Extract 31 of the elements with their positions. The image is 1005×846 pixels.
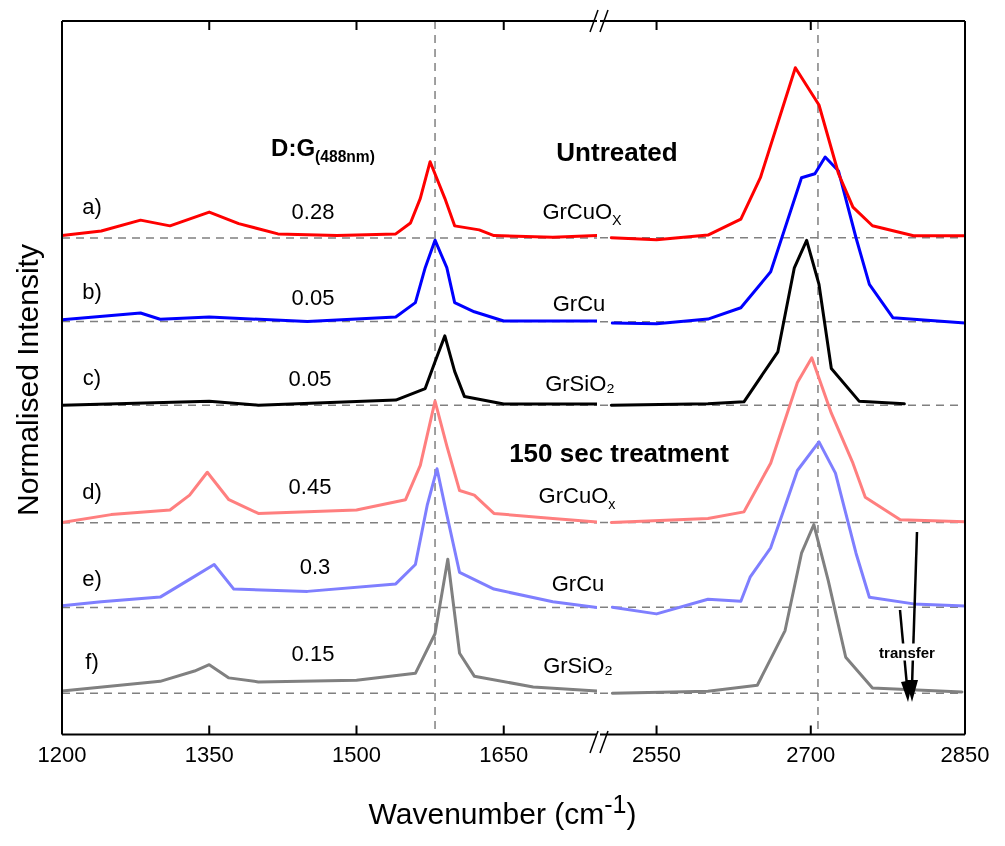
x-axis-title: Wavenumber (cm$^{-1}$) bbox=[367, 790, 638, 831]
annotation: GrCuO$_{X}$ bbox=[542, 199, 622, 228]
y-axis-title: Normalised Intensity bbox=[11, 244, 45, 516]
x-tick-label: 2850 bbox=[940, 741, 990, 767]
x-tick-label: 1200 bbox=[37, 741, 87, 767]
x-tick-label: 1500 bbox=[332, 741, 381, 767]
annotation: e) bbox=[82, 566, 102, 591]
annotation: D:G$_{(488nm)}$ bbox=[271, 133, 375, 165]
annotation: f) bbox=[85, 649, 99, 674]
annotation: 0.05 bbox=[288, 366, 332, 391]
annotation: GrSiO₂ bbox=[543, 653, 613, 678]
annotation: Untreated bbox=[556, 137, 678, 167]
annotation: 0.05 bbox=[291, 285, 335, 310]
annotation: 0.3 bbox=[299, 554, 331, 579]
annotation: transfer bbox=[877, 643, 937, 661]
annotation: GrCu bbox=[552, 291, 606, 316]
annotation: b) bbox=[82, 279, 102, 304]
annotation: 0.45 bbox=[288, 474, 332, 499]
x-tick-label: 2700 bbox=[786, 741, 836, 767]
annotation: c) bbox=[82, 365, 102, 390]
annotation: 150 sec treatment bbox=[509, 438, 729, 468]
annotation: GrSiO₂ bbox=[545, 371, 615, 396]
x-tick-label: 1350 bbox=[184, 741, 234, 767]
annotation: GrCu bbox=[551, 571, 605, 596]
x-tick-label: 2550 bbox=[632, 741, 682, 767]
annotation: d) bbox=[82, 479, 102, 504]
annotation: GrCuO$_{x}$ bbox=[538, 483, 616, 512]
annotation: a) bbox=[82, 194, 102, 219]
annotation: 0.15 bbox=[291, 641, 335, 666]
x-tick-label: 1650 bbox=[479, 741, 529, 767]
annotation: 0.28 bbox=[291, 199, 335, 224]
